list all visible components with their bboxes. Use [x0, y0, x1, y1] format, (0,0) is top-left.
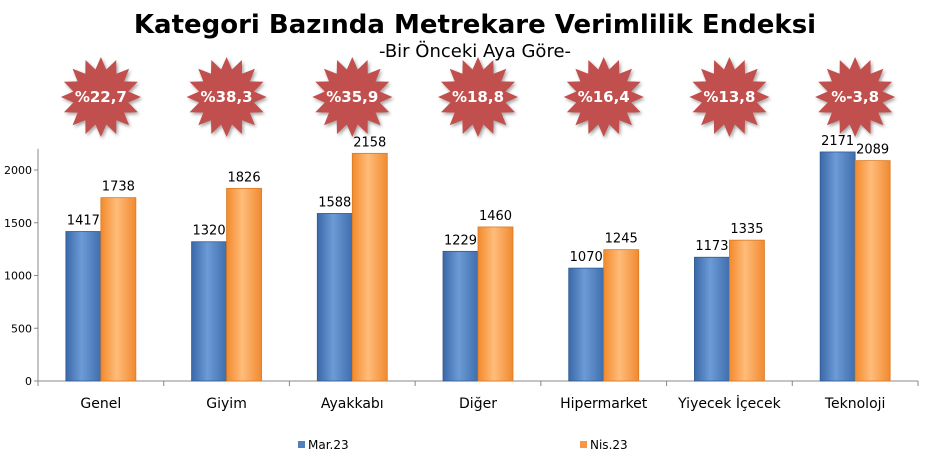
category-label: Genel [80, 396, 121, 412]
data-label: 2171 [821, 134, 854, 149]
y-tick-label: 1000 [4, 270, 32, 283]
starburst-shape [60, 57, 141, 137]
data-label: 1335 [730, 222, 763, 237]
y-tick-label: 500 [11, 322, 32, 335]
starburst-shape [312, 57, 393, 137]
bar-mar-0 [65, 231, 102, 382]
category-label: Diğer [459, 396, 497, 412]
category-label: Ayakkabı [321, 396, 384, 412]
legend-swatch [298, 441, 305, 448]
bar-nis-1 [226, 187, 262, 382]
y-tick-label: 1500 [4, 217, 32, 230]
bar-nis-3 [477, 226, 514, 382]
bar-nis-2 [351, 152, 388, 382]
change-badge-label: %-3,8 [831, 88, 879, 106]
data-label: 1173 [695, 239, 728, 254]
bar-nis-4 [603, 249, 640, 382]
data-label: 1070 [570, 250, 603, 265]
change-badge-label: %18,8 [452, 88, 504, 106]
y-axis-ticks: 0 500 1000 1500 2000 [4, 164, 919, 388]
chart-title: Kategori Bazında Metrekare Verimlilik En… [134, 10, 816, 40]
data-label: 2089 [856, 143, 889, 158]
legend-item: Mar.23 [298, 438, 349, 452]
y-tick-label: 0 [25, 375, 32, 388]
data-label: 1417 [67, 214, 100, 229]
data-label: 1588 [318, 195, 351, 210]
change-badge: %35,9 [312, 57, 393, 137]
starburst-shape [186, 57, 267, 137]
legend-label: Mar.23 [308, 438, 349, 452]
data-label: 1229 [444, 233, 477, 248]
change-badge-label: %38,3 [201, 88, 253, 106]
change-badge-label: %35,9 [326, 88, 378, 106]
data-label: 1320 [193, 224, 226, 239]
bar-nis-0 [100, 197, 137, 382]
change-badge: %16,4 [563, 57, 644, 137]
bar-mar-3 [442, 250, 479, 382]
bar-nis-5 [729, 239, 765, 382]
category-label: Teknoloji [824, 396, 886, 412]
starburst-shape [438, 57, 518, 137]
category-label: Hipermarket [560, 396, 648, 412]
change-badges: %22,7 %38,3 %35,9 %18,8 %16,4 %13,8 %-3,8 [60, 57, 896, 137]
change-badge: %18,8 [438, 57, 518, 137]
bar-mar-4 [568, 267, 605, 382]
data-label: 2158 [353, 135, 386, 150]
bar-mar-5 [694, 256, 730, 382]
category-labels: Genel Giyim Ayakkabı Diğer Hipermarket Yiyece… [80, 394, 885, 412]
bar-nis-6 [854, 160, 891, 382]
change-badge: %-3,8 [815, 57, 896, 137]
chart-subtitle: -Bir Önceki Aya Göre- [379, 40, 571, 62]
bar-mar-1 [191, 241, 227, 382]
legend-item: Nis.23 [580, 438, 628, 452]
change-badge: %13,8 [689, 57, 770, 137]
bar-mar-2 [316, 213, 353, 382]
change-badge-label: %22,7 [75, 88, 127, 106]
starburst-shape [563, 57, 644, 137]
change-badge-label: %16,4 [578, 88, 630, 106]
category-label: Yiyecek İçecek [677, 394, 781, 412]
bar-mar-6 [819, 151, 856, 382]
change-badge: %22,7 [60, 57, 141, 137]
legend: Mar.23 Nis.23 [298, 438, 628, 452]
data-label: 1738 [102, 180, 135, 195]
change-badge-label: %13,8 [703, 88, 755, 106]
data-label: 1245 [605, 232, 638, 247]
change-badge: %38,3 [186, 57, 267, 137]
starburst-shape [815, 57, 896, 137]
data-label: 1826 [228, 170, 261, 185]
y-tick-label: 2000 [4, 164, 32, 177]
starburst-shape [689, 57, 770, 137]
data-label: 1460 [479, 209, 512, 224]
category-label: Giyim [206, 396, 247, 412]
legend-swatch [580, 441, 587, 448]
legend-label: Nis.23 [590, 438, 628, 452]
